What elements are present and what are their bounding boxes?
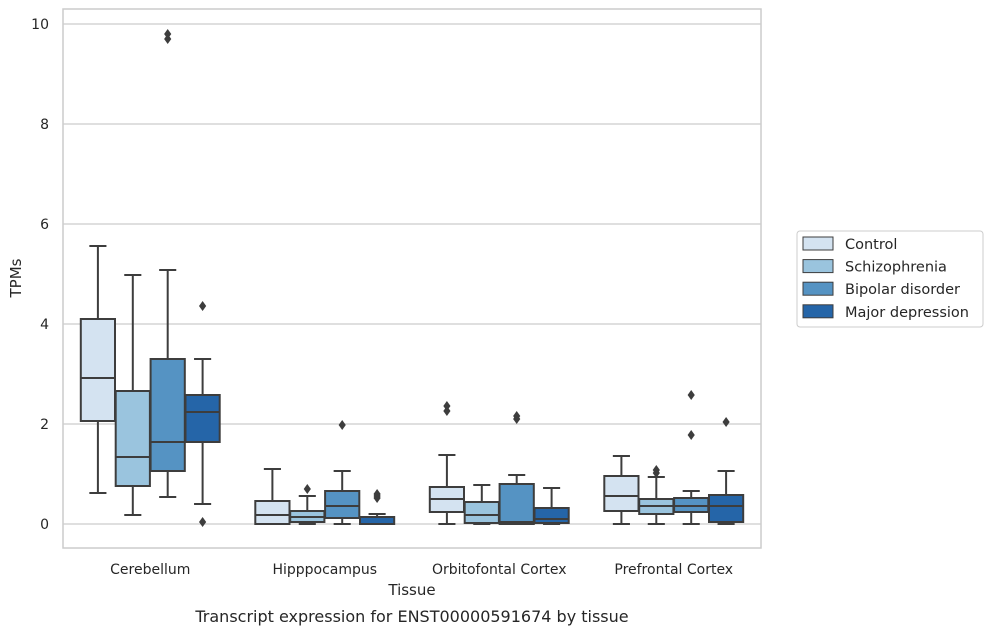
box-major-depression-1 [358,489,396,525]
legend-label: Major depression [845,305,969,321]
y-tick-label: 6 [40,217,49,233]
x-tick-label: Hipppocampus [272,562,377,578]
box-schizophrenia-0 [114,274,151,516]
y-tick-label: 0 [40,517,49,533]
box-bipolar-disorder-1 [324,420,361,525]
outlier-point [303,484,311,494]
legend-label: Control [845,237,897,253]
x-axis-title: Tissue [387,581,435,599]
box-bipolar-disorder-2 [498,411,535,525]
outlier-point [199,517,207,527]
x-tick-labels: Cerebellum Hipppocampus Orbitofontal Corte… [110,562,733,578]
box-control-0 [79,245,117,494]
legend-frame [796,230,984,328]
outlier-point [652,465,660,475]
outlier-point [513,411,521,421]
x-tick-label: Cerebellum [110,562,190,578]
box-control-3 [603,455,640,525]
box-iqr [498,483,535,525]
y-axis-title: TPMs [7,258,25,298]
y-tick-labels: 0 2 4 6 8 10 [31,17,49,533]
outlier-point [164,29,172,39]
box-iqr [358,516,396,525]
box-major-depression-2 [533,487,570,525]
box-bipolar-disorder-0 [149,29,186,498]
box-schizophrenia-2 [463,484,500,525]
box-control-2 [428,401,466,525]
legend-swatch [802,304,834,319]
box-iqr [533,507,570,524]
y-tick-label: 2 [40,417,49,433]
box-iqr [707,494,745,523]
legend-items: Control Schizophrenia Bipolar disorder Majo… [802,236,969,321]
box-iqr [463,501,500,524]
outlier-point [199,301,207,311]
chart-caption: Transcript expression for ENST0000059167… [194,607,628,626]
y-tick-label: 4 [40,317,49,333]
box-iqr [149,358,186,472]
legend-swatch [802,259,834,274]
box-major-depression-3 [707,417,745,525]
box-major-depression-0 [184,301,221,527]
box-iqr [79,318,117,422]
legend-label: Bipolar disorder [845,282,960,298]
legend: Control Schizophrenia Bipolar disorder Majo… [796,230,984,328]
outlier-point [687,430,695,440]
y-tick-label: 10 [31,17,49,33]
x-tick-label: Prefrontal Cortex [614,562,733,578]
box-iqr [184,394,221,443]
legend-swatch [802,236,834,251]
outlier-point [373,489,381,499]
outlier-point [443,401,451,411]
box-iqr [603,475,640,512]
x-tick-label: Orbitofontal Cortex [432,562,567,578]
outlier-point [338,420,346,430]
box-iqr [254,500,291,525]
outlier-point [687,390,695,400]
box-iqr [114,390,151,487]
plot-frame [62,8,762,549]
legend-swatch [802,281,834,296]
legend-label: Schizophrenia [845,260,947,276]
outlier-point [722,417,730,427]
box-iqr [324,490,361,519]
box-series [79,29,745,527]
box-schizophrenia-3 [638,465,675,525]
y-tick-label: 8 [40,117,49,133]
box-bipolar-disorder-3 [673,390,710,525]
box-control-1 [254,468,291,525]
box-schizophrenia-1 [289,484,326,525]
